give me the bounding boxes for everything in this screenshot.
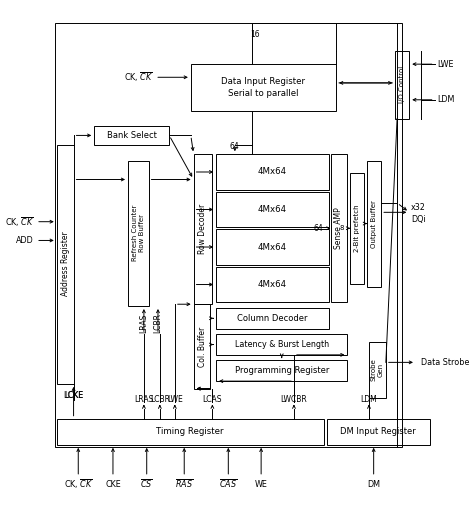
Bar (194, 304, 210, 389)
Text: 4Mx64: 4Mx64 (258, 242, 287, 251)
Text: 4Mx64: 4Mx64 (258, 168, 287, 176)
Bar (216, 334, 347, 355)
Bar (216, 361, 347, 381)
Text: Latency & Burst Length: Latency & Burst Length (235, 340, 329, 349)
Bar (216, 229, 329, 265)
Text: CK, $\overline{CK}$: CK, $\overline{CK}$ (5, 215, 34, 229)
Text: Address Register: Address Register (61, 232, 70, 296)
Text: CKE: CKE (105, 480, 121, 489)
Text: LCKE: LCKE (64, 391, 83, 400)
Text: 4Mx64: 4Mx64 (258, 280, 287, 289)
Text: LCAS: LCAS (203, 395, 222, 404)
Bar (216, 308, 329, 329)
Text: Data Input Register: Data Input Register (221, 77, 305, 85)
Bar (128, 161, 149, 306)
Bar (327, 419, 430, 445)
Text: x32: x32 (411, 203, 426, 212)
Text: Col. Buffer: Col. Buffer (198, 326, 207, 367)
Text: DM: DM (367, 480, 380, 489)
Text: LWCBR: LWCBR (281, 395, 307, 404)
Text: Data Strobe: Data Strobe (420, 358, 469, 367)
Text: Refresh Counter
Row Buffer: Refresh Counter Row Buffer (132, 205, 145, 261)
Text: Strobe
Gen: Strobe Gen (371, 359, 384, 381)
Text: Bank Select: Bank Select (107, 131, 157, 140)
Bar (194, 154, 212, 304)
Bar (369, 342, 386, 398)
Text: Serial to parallel: Serial to parallel (228, 89, 298, 98)
Bar (395, 51, 409, 118)
Text: 64: 64 (314, 224, 323, 233)
Text: WE: WE (255, 480, 267, 489)
Text: Timing Register: Timing Register (156, 427, 224, 436)
Text: LDM: LDM (361, 395, 377, 404)
Text: $\overline{CS}$: $\overline{CS}$ (141, 478, 153, 490)
Text: 2-Bit prefetch: 2-Bit prefetch (354, 204, 360, 252)
Text: LWE: LWE (437, 59, 454, 69)
Text: ADD: ADD (17, 236, 34, 245)
Text: CK, $\overline{CK}$: CK, $\overline{CK}$ (124, 70, 153, 84)
Bar (57, 419, 324, 445)
Text: LCKE: LCKE (64, 391, 84, 400)
Bar (367, 161, 381, 288)
Text: LRAS: LRAS (139, 313, 148, 333)
Text: CK, $\overline{CK}$: CK, $\overline{CK}$ (64, 478, 93, 491)
Bar (216, 154, 329, 190)
Text: DM Input Register: DM Input Register (341, 427, 416, 436)
Bar (57, 145, 74, 384)
Bar (350, 173, 364, 283)
Text: LWE: LWE (167, 395, 183, 404)
Bar (331, 154, 347, 302)
Text: Column Decoder: Column Decoder (237, 314, 308, 323)
Text: Row Decoder: Row Decoder (199, 204, 208, 255)
Text: 8: 8 (339, 225, 343, 231)
Text: LCBR: LCBR (150, 395, 170, 404)
Text: I/O Control: I/O Control (399, 66, 405, 104)
Text: DQi: DQi (411, 215, 426, 225)
Text: 4Mx64: 4Mx64 (258, 205, 287, 214)
Bar (94, 126, 169, 145)
Bar (55, 23, 402, 447)
Text: 16: 16 (250, 29, 259, 39)
Bar (216, 192, 329, 227)
Text: LRAS: LRAS (134, 395, 153, 404)
Text: $\overline{RAS}$: $\overline{RAS}$ (175, 478, 193, 490)
Text: LDM: LDM (437, 96, 455, 104)
Text: 64: 64 (230, 142, 240, 151)
Text: Output Buffer: Output Buffer (370, 200, 377, 247)
Text: Programming Register: Programming Register (235, 366, 329, 375)
Bar (216, 267, 329, 302)
Bar (191, 64, 336, 111)
Text: LCBR: LCBR (153, 313, 162, 333)
Text: Sense AMP: Sense AMP (334, 207, 343, 249)
Text: $\overline{CAS}$: $\overline{CAS}$ (219, 478, 238, 490)
